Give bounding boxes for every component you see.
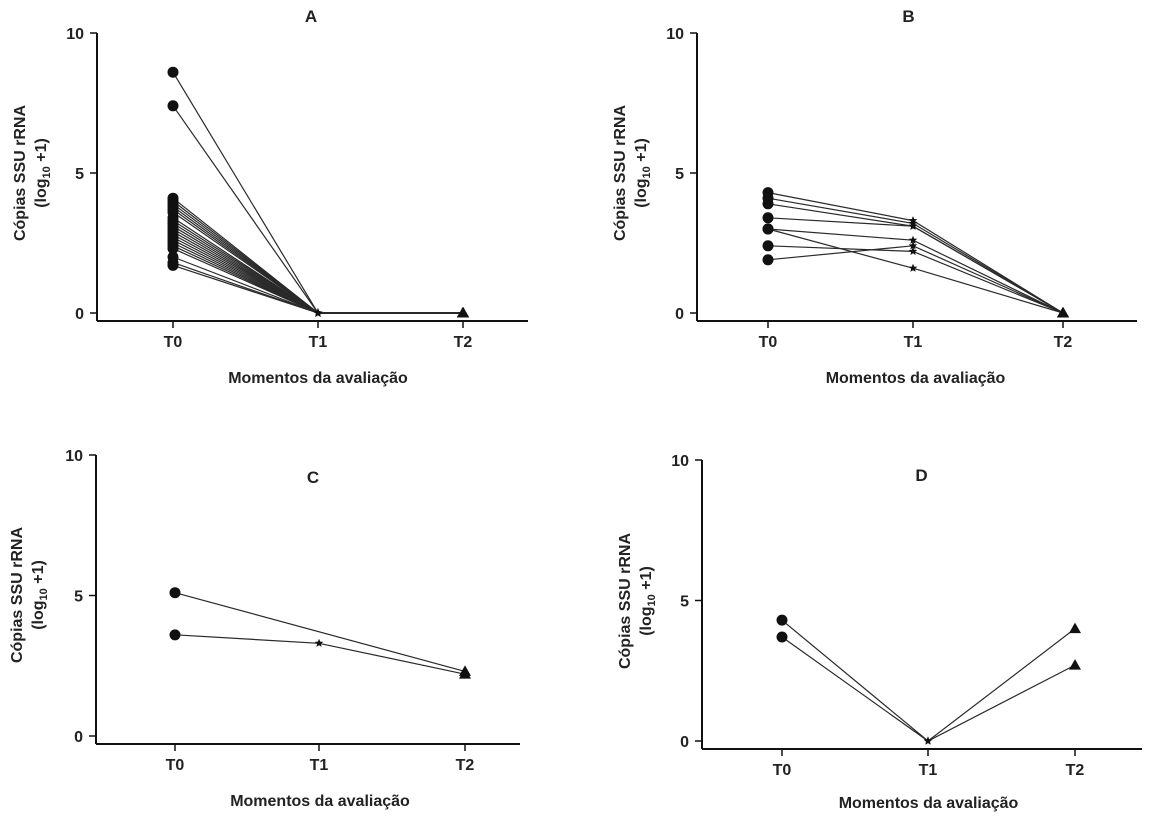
panel-title: B: [902, 7, 914, 26]
x-tick-label: T0: [164, 334, 183, 351]
data-point-t2: [459, 668, 471, 679]
data-point-t2: [1057, 307, 1069, 318]
series-line: [172, 208, 463, 314]
y-axis-unit: (log10 +1): [633, 138, 653, 208]
data-point-t1: [908, 221, 918, 230]
data-point-t0: [167, 66, 179, 78]
x-tick-label: T0: [773, 762, 792, 779]
y-tick-label: 0: [680, 734, 689, 751]
data-point-t1: [908, 241, 918, 250]
series-line: [767, 245, 1064, 314]
series-line: [172, 228, 463, 314]
y-tick-label: 0: [675, 306, 684, 323]
y-axis-title: Cópias SSU rRNA: [9, 527, 26, 663]
series-line: [172, 262, 463, 314]
chart-panel-a: 0 5 10 T0 T1 T2 A Momentos da avaliação Cópias S…: [12, 7, 528, 387]
y-axis-unit: (log10 +1): [33, 138, 53, 208]
data-point-t0: [167, 100, 179, 112]
series-line: [174, 634, 466, 675]
x-tick-label: T1: [310, 757, 329, 774]
data-point-t0: [762, 240, 774, 252]
x-tick-label: T1: [919, 762, 938, 779]
x-tick-label: T1: [309, 334, 328, 351]
data-point-t0: [167, 243, 179, 255]
data-point-t1: [908, 263, 918, 272]
panel-title: D: [915, 466, 927, 485]
y-tick-label: 10: [671, 453, 689, 470]
y-tick-label: 5: [74, 589, 83, 606]
chart-panel-b: 0 5 10 T0 T1 T2 B Momentos da avaliação Cópias S…: [612, 7, 1137, 387]
data-point-t0: [167, 259, 179, 271]
x-axis-title: Momentos da avaliação: [228, 370, 408, 387]
data-point-t0: [762, 212, 774, 224]
x-tick-label: T2: [1066, 762, 1085, 779]
series-line: [172, 231, 463, 314]
y-axis-title: Cópias SSU rRNA: [12, 105, 29, 241]
series-line: [174, 592, 466, 672]
x-axis-title: Momentos da avaliação: [826, 370, 1006, 387]
y-tick-label: 0: [75, 306, 84, 323]
y-tick-label: 5: [675, 166, 684, 183]
x-axis-title: Momentos da avaliação: [230, 793, 410, 810]
panel-title: C: [307, 468, 319, 487]
data-point-t1: [314, 638, 324, 647]
y-tick-label: 10: [66, 26, 84, 43]
y-axis-unit: (log10 +1): [30, 560, 50, 630]
y-tick-label: 5: [680, 594, 689, 611]
series-line: [172, 264, 463, 314]
series-line: [172, 239, 463, 314]
data-point-t1: [923, 736, 933, 745]
data-point-t0: [762, 254, 774, 266]
data-point-t0: [169, 587, 181, 599]
y-axis-title: Cópias SSU rRNA: [612, 105, 629, 241]
chart-panel-c: 0 5 10 T0 T1 T2 C Momentos da avaliação Cópias S…: [9, 448, 520, 810]
data-point-t2: [1069, 659, 1081, 670]
x-tick-label: T0: [759, 334, 778, 351]
data-point-t1: [908, 246, 918, 255]
panel-title: A: [305, 7, 317, 26]
y-axis-title: Cópias SSU rRNA: [617, 533, 634, 669]
x-tick-label: T2: [456, 757, 475, 774]
data-point-t2: [1069, 622, 1081, 634]
data-point-t2: [457, 307, 469, 318]
data-point-t1: [313, 308, 323, 317]
data-point-t0: [762, 223, 774, 235]
data-point-t0: [762, 198, 774, 210]
series-line: [781, 636, 1076, 742]
series-line: [172, 200, 463, 314]
y-tick-label: 10: [65, 448, 83, 465]
data-point-t0: [169, 629, 181, 641]
series-line: [172, 71, 463, 314]
data-point-t1: [908, 235, 918, 244]
x-axis-title: Momentos da avaliação: [839, 795, 1019, 812]
y-tick-label: 10: [666, 26, 684, 43]
series-line: [172, 105, 463, 314]
x-tick-label: T2: [1054, 334, 1073, 351]
x-tick-label: T2: [454, 334, 473, 351]
y-tick-label: 0: [74, 729, 83, 746]
y-axis-unit: (log10 +1): [638, 566, 658, 636]
chart-panel-d: 0 5 10 T0 T1 T2 D Momentos da avaliação Cópias S…: [617, 453, 1142, 812]
series-line: [781, 619, 1076, 742]
y-tick-label: 5: [75, 166, 84, 183]
data-point-t0: [776, 614, 788, 626]
data-point-t0: [776, 631, 788, 643]
x-tick-label: T0: [166, 757, 185, 774]
x-tick-label: T1: [904, 334, 923, 351]
